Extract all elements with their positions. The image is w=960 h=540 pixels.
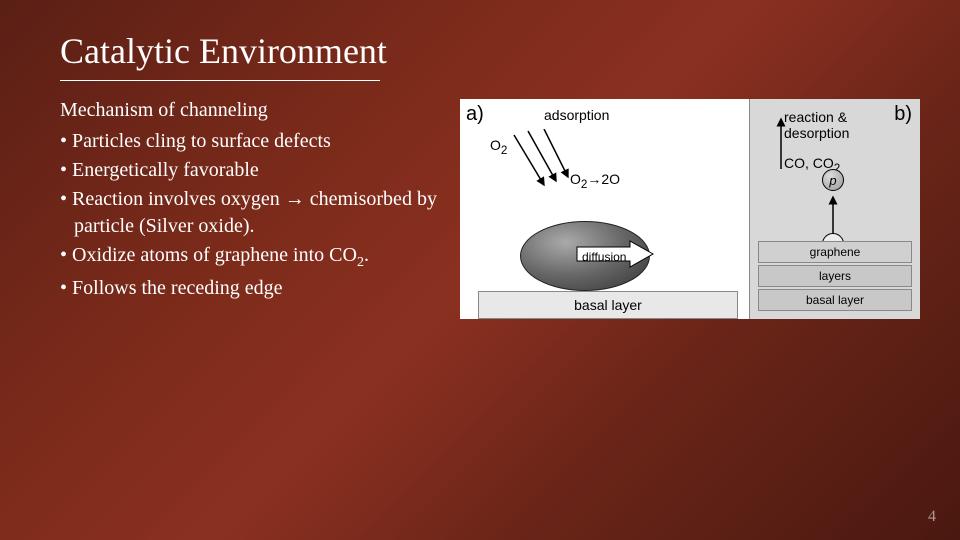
bullet-5: Follows the receding edge: [60, 275, 440, 302]
content-row: Mechanism of channeling Particles cling …: [60, 99, 900, 319]
title-underline: [60, 80, 380, 81]
p-top-icon: p: [822, 169, 844, 191]
page-number: 4: [928, 508, 936, 526]
adsorption-arrows-icon: [506, 129, 576, 199]
diffusion-label: diffusion: [582, 250, 626, 264]
desorption-arrow-icon: [766, 113, 796, 173]
panel-a: a) adsorption O2 O2→2O dif: [460, 99, 750, 319]
graphene-layer: graphene: [758, 241, 912, 263]
o2-label: O2: [490, 137, 507, 157]
bullet-2: Energetically favorable: [60, 157, 440, 184]
bullet-4: Oxidize atoms of graphene into CO2.: [60, 242, 440, 273]
panel-a-label: a): [466, 103, 484, 126]
slide: Catalytic Environment Mechanism of chann…: [0, 0, 960, 540]
subtitle: Mechanism of channeling: [60, 99, 440, 122]
panel-b-label: b): [894, 103, 912, 126]
bullet-1: Particles cling to surface defects: [60, 128, 440, 155]
bullet-list: Particles cling to surface defects Energ…: [60, 128, 440, 302]
dissociation-label: O2→2O: [570, 171, 620, 191]
panel-b: b) reaction & desorption CO, CO2 p p gra…: [750, 99, 920, 319]
bullet-3: Reaction involves oxygen → chemisorbed b…: [60, 186, 440, 240]
diagram: a) adsorption O2 O2→2O dif: [460, 99, 920, 319]
adsorption-label: adsorption: [544, 107, 609, 123]
text-column: Mechanism of channeling Particles cling …: [60, 99, 440, 319]
p-arrow-icon: [823, 193, 843, 235]
slide-title: Catalytic Environment: [60, 30, 900, 72]
layers-label: layers: [758, 265, 912, 287]
figure-column: a) adsorption O2 O2→2O dif: [460, 99, 920, 319]
basal-layer-a: basal layer: [478, 291, 738, 319]
basal-layer-b: basal layer: [758, 289, 912, 311]
